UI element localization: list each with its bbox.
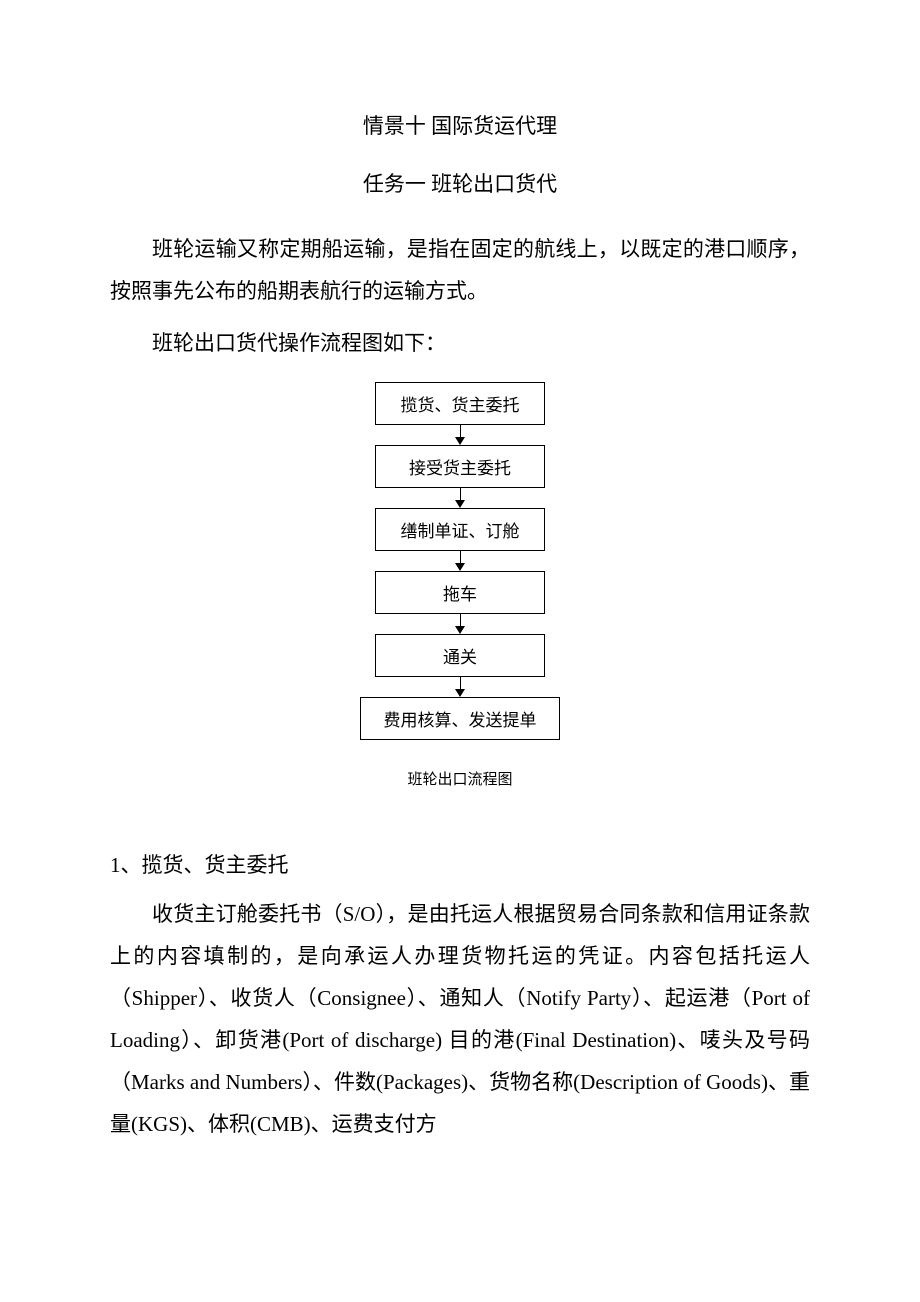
page-title: 情景十 国际货运代理 (110, 110, 810, 140)
flow-node-4: 通关 (375, 634, 545, 677)
page-subtitle: 任务一 班轮出口货代 (110, 168, 810, 198)
flow-arrow-0 (455, 425, 465, 445)
section-1-body: 收货主订舱委托书（S/O），是由托运人根据贸易合同条款和信用证条款上的内容填制的… (110, 893, 810, 1145)
flow-node-0: 揽货、货主委托 (375, 382, 545, 425)
flowchart-caption: 班轮出口流程图 (110, 768, 810, 789)
flow-node-2: 缮制单证、订舱 (375, 508, 545, 551)
flow-node-3: 拖车 (375, 571, 545, 614)
flow-arrow-3 (455, 614, 465, 634)
flow-intro-paragraph: 班轮出口货代操作流程图如下： (110, 322, 810, 364)
flow-arrow-1 (455, 488, 465, 508)
flow-node-5: 费用核算、发送提单 (360, 697, 560, 740)
flow-node-1: 接受货主委托 (375, 445, 545, 488)
flow-arrow-2 (455, 551, 465, 571)
document-page: 情景十 国际货运代理 任务一 班轮出口货代 班轮运输又称定期船运输，是指在固定的… (0, 0, 920, 1205)
flowchart-container: 揽货、货主委托 接受货主委托 缮制单证、订舱 拖车 通关 费用核算、发送提单 (110, 382, 810, 740)
intro-paragraph: 班轮运输又称定期船运输，是指在固定的航线上，以既定的港口顺序，按照事先公布的船期… (110, 228, 810, 312)
section-1-heading: 1、揽货、货主委托 (110, 849, 810, 879)
flow-arrow-4 (455, 677, 465, 697)
